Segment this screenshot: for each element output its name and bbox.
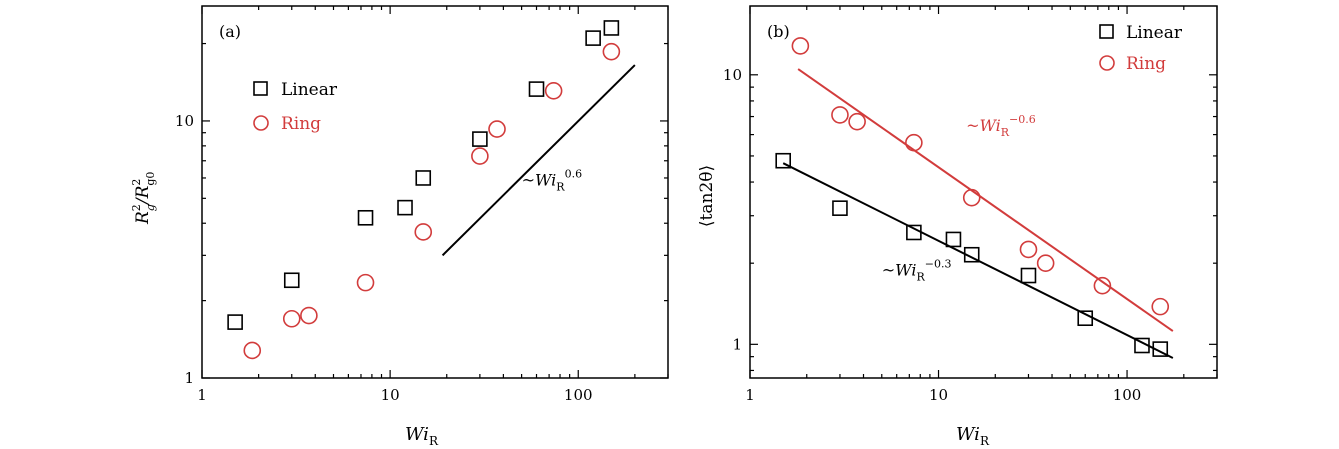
data-point-ring <box>831 106 849 124</box>
panel-a-frame <box>201 5 669 379</box>
data-point-ring <box>602 42 621 61</box>
data-point-ring <box>544 81 563 100</box>
data-point-linear <box>906 224 922 241</box>
data-point-linear <box>397 199 413 216</box>
fit-line <box>797 68 1174 332</box>
data-point-linear <box>963 246 980 263</box>
legend-linear-marker <box>1099 24 1114 39</box>
panel-a-tick-labels: 1 10 100 1 10 <box>175 112 593 404</box>
data-point-ring <box>791 37 810 55</box>
data-point-linear <box>528 81 545 97</box>
data-point-linear <box>415 170 432 186</box>
panel-a-xlabel: WiR <box>405 424 439 448</box>
panel-b-ticks <box>749 6 1218 378</box>
data-point-ring <box>962 188 981 207</box>
legend-ring-marker <box>253 115 269 131</box>
data-point-linear <box>357 209 374 226</box>
data-point-ring <box>300 306 318 325</box>
panel-a-legend: Linear Ring <box>253 80 338 134</box>
x-tick-label: 1 <box>745 386 755 404</box>
scaling-annotation: ~WiR0.6 <box>522 168 582 194</box>
data-point-linear <box>1020 267 1037 284</box>
legend-ring-label: Ring <box>1126 54 1166 74</box>
data-point-linear <box>832 200 848 216</box>
panel-b-ylabel: ⟨tan2θ⟩ <box>697 165 717 227</box>
fit-line <box>441 64 636 257</box>
data-point-linear <box>283 272 300 289</box>
x-tick-label: 100 <box>564 386 593 404</box>
scaling-annotation: ~WiR−0.3 <box>882 258 952 284</box>
data-point-linear <box>603 20 620 36</box>
x-tick-label: 10 <box>381 386 400 404</box>
panel-b-tick-labels: 1 10 100 1 10 <box>723 66 1141 404</box>
panel-a-ylabel: R2g/R2g0 <box>130 172 157 225</box>
legend-ring-marker <box>1099 55 1115 71</box>
y-tick-label: 10 <box>175 112 194 130</box>
y-tick-label: 10 <box>723 66 742 84</box>
data-point-linear <box>227 314 243 330</box>
panel-a-label: (a) <box>219 22 241 41</box>
data-point-ring <box>282 309 301 328</box>
panel-b-fit-lines <box>782 68 1174 359</box>
data-point-ring <box>1151 297 1170 316</box>
panel-a-ticks <box>201 6 669 379</box>
data-point-linear <box>945 231 962 248</box>
panel-a-annotations: ~WiR0.6 <box>522 168 582 194</box>
data-point-ring <box>243 341 262 360</box>
data-point-ring <box>471 147 489 165</box>
panel-a-points <box>227 20 621 360</box>
legend-linear-marker <box>253 81 268 96</box>
data-point-linear <box>1134 337 1150 354</box>
data-point-ring <box>848 112 866 131</box>
panel-a-fit-lines <box>441 64 636 257</box>
x-tick-label: 10 <box>929 386 948 404</box>
data-point-ring <box>1019 240 1038 259</box>
legend-ring-label: Ring <box>281 114 321 134</box>
data-point-linear <box>1152 341 1169 357</box>
data-point-ring <box>414 223 433 241</box>
scaling-annotation: ~WiR−0.6 <box>966 113 1036 139</box>
panel-a: 1 10 100 1 10 ~WiR0.6 (a) Linear Ring WiR R2… <box>130 5 669 448</box>
panel-b-legend: Linear Ring <box>1099 23 1183 74</box>
panel-b-label: (b) <box>767 22 790 41</box>
x-tick-label: 100 <box>1113 386 1142 404</box>
data-point-linear <box>1077 310 1094 327</box>
panel-b-points <box>775 37 1170 357</box>
data-point-ring <box>1093 276 1112 295</box>
data-point-linear <box>775 152 791 169</box>
panel-b: 1 10 100 1 10 ~WiR−0.6 ~WiR−0.3 (b) Linear Ri… <box>697 5 1218 448</box>
x-tick-label: 1 <box>197 386 207 404</box>
panel-b-frame <box>749 5 1218 379</box>
data-point-ring <box>905 133 923 152</box>
y-tick-label: 1 <box>732 335 742 353</box>
data-point-ring <box>356 273 375 292</box>
data-point-linear <box>585 30 601 46</box>
y-tick-label: 1 <box>184 369 194 387</box>
panel-b-annotations: ~WiR−0.6 ~WiR−0.3 <box>882 113 1036 284</box>
data-point-ring <box>488 120 506 138</box>
data-point-ring <box>1036 254 1055 272</box>
panel-b-xlabel: WiR <box>956 424 990 448</box>
data-point-linear <box>472 131 488 147</box>
legend-linear-label: Linear <box>281 80 338 100</box>
legend-linear-label: Linear <box>1126 23 1183 43</box>
